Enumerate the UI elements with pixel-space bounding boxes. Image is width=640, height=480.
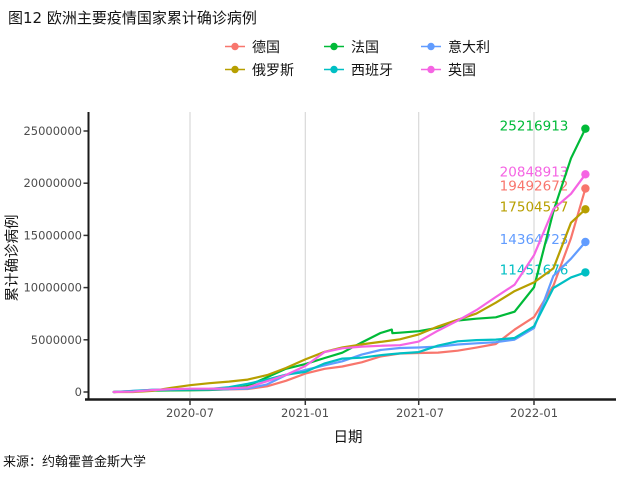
series-endpoint-italy: [581, 237, 590, 247]
series-line-russia: [112, 208, 587, 394]
series-end-label-uk: 20848913: [500, 164, 569, 180]
legend-marker-spain: [324, 65, 344, 74]
series-endpoint-spain: [581, 268, 590, 277]
x-tick-label-2021-01: 2021-01: [281, 406, 329, 420]
legend-item-germany: 德国: [224, 38, 323, 56]
legend-marker-italy: [421, 42, 441, 51]
legend-item-uk: 英国: [420, 61, 490, 79]
legend-label-italy: 意大利: [448, 39, 490, 56]
source-note: 来源：约翰霍普金斯大学: [3, 455, 147, 470]
x-tick-label-2022-01: 2022-01: [510, 406, 558, 420]
series-endpoint-uk: [581, 170, 590, 179]
legend-item-france: 法国: [323, 38, 420, 56]
legend-marker-russia: [225, 65, 245, 74]
series-end-label-france: 25216913: [500, 119, 569, 135]
series-endpoint-germany: [581, 184, 590, 193]
legend-label-france: 法国: [351, 39, 379, 56]
legend-item-italy: 意大利: [420, 38, 490, 56]
y-tick-label-15000000: 15000000: [23, 228, 82, 242]
legend-label-russia: 俄罗斯: [252, 62, 294, 79]
legend-label-germany: 德国: [252, 39, 280, 56]
legend-marker-germany: [225, 42, 245, 51]
y-axis-title: 累计确诊病例: [4, 215, 21, 302]
series-end-label-spain: 11451676: [500, 262, 569, 278]
series-end-label-germany: 19492672: [500, 179, 569, 195]
legend: 德国 法国 意大利俄罗斯 西班牙 英国: [224, 38, 490, 79]
x-tick-label-2021-07: 2021-07: [396, 406, 444, 420]
series-end-label-italy: 14364723: [500, 232, 569, 248]
series-line-uk: [112, 173, 587, 394]
x-axis-title: 日期: [334, 429, 363, 446]
legend-item-russia: 俄罗斯: [224, 61, 323, 79]
y-tick-label-0: 0: [75, 385, 82, 399]
y-tick-label-20000000: 20000000: [23, 176, 82, 190]
legend-marker-france: [324, 42, 344, 51]
series-endpoint-russia: [581, 205, 590, 214]
legend-item-spain: 西班牙: [323, 61, 420, 79]
chart-title: 图12 欧洲主要疫情国家累计确诊病例: [8, 9, 257, 27]
legend-label-uk: 英国: [448, 62, 476, 79]
y-tick-label-10000000: 10000000: [23, 281, 82, 295]
y-tick-label-25000000: 25000000: [23, 124, 82, 138]
legend-marker-uk: [421, 65, 441, 74]
legend-label-spain: 西班牙: [351, 62, 393, 79]
y-tick-label-5000000: 5000000: [31, 333, 82, 347]
x-tick-label-2020-07: 2020-07: [166, 406, 214, 420]
series-end-label-russia: 17504537: [500, 199, 569, 215]
series-endpoint-france: [581, 124, 590, 133]
